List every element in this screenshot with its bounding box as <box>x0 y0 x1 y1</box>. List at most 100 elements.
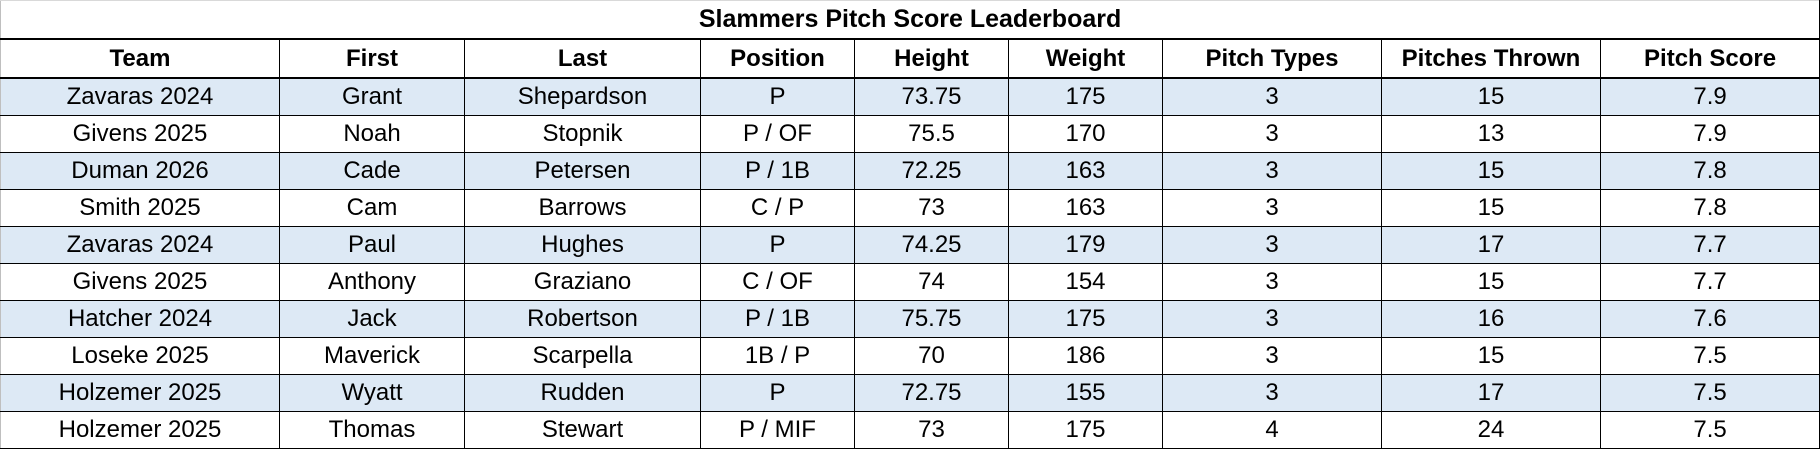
col-header-pitch-score: Pitch Score <box>1599 38 1820 79</box>
table-title: Slammers Pitch Score Leaderboard <box>0 0 1820 40</box>
cell-position: P / 1B <box>700 300 855 338</box>
cell-weight: 170 <box>1008 115 1163 153</box>
cell-first: Grant <box>279 77 465 116</box>
cell-pitch-score: 7.5 <box>1599 411 1820 449</box>
cell-position: P <box>700 226 855 264</box>
cell-pitch-types: 3 <box>1162 77 1382 116</box>
cell-pitch-types: 3 <box>1162 263 1382 301</box>
cell-last: Petersen <box>464 152 701 190</box>
cell-pitch-types: 3 <box>1162 115 1382 153</box>
cell-pitch-score: 7.9 <box>1599 77 1820 116</box>
cell-weight: 175 <box>1008 411 1163 449</box>
cell-first: Jack <box>279 300 465 338</box>
cell-height: 73 <box>854 189 1009 227</box>
cell-team: Duman 2026 <box>0 152 280 190</box>
table-row: Zavaras 2024 Paul Hughes P 74.25 179 3 17 7.7 <box>0 226 1820 264</box>
cell-team: Zavaras 2024 <box>0 77 280 116</box>
cell-weight: 163 <box>1008 152 1163 190</box>
table-row: Zavaras 2024 Grant Shepardson P 73.75 175 3 15 7… <box>0 77 1820 116</box>
cell-pitch-score: 7.7 <box>1599 226 1820 264</box>
title-row: Slammers Pitch Score Leaderboard <box>0 0 1820 40</box>
cell-position: P / MIF <box>700 411 855 449</box>
table-body: Zavaras 2024 Grant Shepardson P 73.75 175 3 15 7… <box>0 77 1820 449</box>
cell-position: P <box>700 77 855 116</box>
cell-pitch-types: 3 <box>1162 152 1382 190</box>
cell-weight: 175 <box>1008 300 1163 338</box>
cell-team: Hatcher 2024 <box>0 300 280 338</box>
table-row: Holzemer 2025 Thomas Stewart P / MIF 73 175 4 2… <box>0 411 1820 449</box>
cell-weight: 155 <box>1008 374 1163 412</box>
leaderboard-table: Slammers Pitch Score Leaderboard Team Fi… <box>0 0 1820 449</box>
col-header-team: Team <box>0 38 280 79</box>
col-header-first: First <box>279 38 465 79</box>
cell-pitches-thrown: 24 <box>1381 411 1601 449</box>
cell-team: Holzemer 2025 <box>0 411 280 449</box>
cell-position: P / OF <box>700 115 855 153</box>
table-row: Givens 2025 Anthony Graziano C / OF 74 154 3 15… <box>0 263 1820 301</box>
col-header-position: Position <box>700 38 855 79</box>
cell-pitch-score: 7.5 <box>1599 374 1820 412</box>
cell-first: Anthony <box>279 263 465 301</box>
table-row: Duman 2026 Cade Petersen P / 1B 72.25 163 3 15 7… <box>0 152 1820 190</box>
cell-first: Thomas <box>279 411 465 449</box>
cell-last: Hughes <box>464 226 701 264</box>
cell-pitch-types: 4 <box>1162 411 1382 449</box>
cell-pitches-thrown: 15 <box>1381 337 1601 375</box>
cell-pitches-thrown: 15 <box>1381 263 1601 301</box>
cell-weight: 154 <box>1008 263 1163 301</box>
cell-height: 73.75 <box>854 77 1009 116</box>
cell-team: Givens 2025 <box>0 115 280 153</box>
cell-position: C / P <box>700 189 855 227</box>
cell-height: 74 <box>854 263 1009 301</box>
cell-position: 1B / P <box>700 337 855 375</box>
cell-last: Stewart <box>464 411 701 449</box>
cell-pitch-score: 7.8 <box>1599 152 1820 190</box>
cell-team: Loseke 2025 <box>0 337 280 375</box>
cell-first: Maverick <box>279 337 465 375</box>
cell-height: 73 <box>854 411 1009 449</box>
cell-weight: 186 <box>1008 337 1163 375</box>
cell-first: Cade <box>279 152 465 190</box>
cell-team: Zavaras 2024 <box>0 226 280 264</box>
header-row: Team First Last Position Height Weight P… <box>0 38 1820 79</box>
cell-pitch-types: 3 <box>1162 226 1382 264</box>
cell-team: Holzemer 2025 <box>0 374 280 412</box>
cell-height: 72.75 <box>854 374 1009 412</box>
table-row: Loseke 2025 Maverick Scarpella 1B / P 70 186 3… <box>0 337 1820 375</box>
cell-last: Rudden <box>464 374 701 412</box>
cell-pitches-thrown: 13 <box>1381 115 1601 153</box>
cell-position: P / 1B <box>700 152 855 190</box>
cell-pitch-types: 3 <box>1162 189 1382 227</box>
cell-pitch-score: 7.8 <box>1599 189 1820 227</box>
cell-pitches-thrown: 15 <box>1381 152 1601 190</box>
cell-height: 75.75 <box>854 300 1009 338</box>
cell-pitches-thrown: 16 <box>1381 300 1601 338</box>
cell-pitch-types: 3 <box>1162 337 1382 375</box>
col-header-pitches-thrown: Pitches Thrown <box>1381 38 1601 79</box>
cell-height: 75.5 <box>854 115 1009 153</box>
cell-position: C / OF <box>700 263 855 301</box>
table-row: Givens 2025 Noah Stopnik P / OF 75.5 170 3 13 7.… <box>0 115 1820 153</box>
cell-last: Scarpella <box>464 337 701 375</box>
cell-weight: 179 <box>1008 226 1163 264</box>
cell-last: Stopnik <box>464 115 701 153</box>
col-header-height: Height <box>854 38 1009 79</box>
cell-pitch-score: 7.6 <box>1599 300 1820 338</box>
cell-pitches-thrown: 15 <box>1381 189 1601 227</box>
cell-first: Wyatt <box>279 374 465 412</box>
cell-team: Smith 2025 <box>0 189 280 227</box>
cell-team: Givens 2025 <box>0 263 280 301</box>
cell-first: Cam <box>279 189 465 227</box>
cell-pitch-types: 3 <box>1162 300 1382 338</box>
cell-position: P <box>700 374 855 412</box>
table-row: Smith 2025 Cam Barrows C / P 73 163 3 15 7.8 <box>0 189 1820 227</box>
cell-first: Noah <box>279 115 465 153</box>
cell-height: 74.25 <box>854 226 1009 264</box>
cell-first: Paul <box>279 226 465 264</box>
cell-pitches-thrown: 17 <box>1381 374 1601 412</box>
col-header-pitch-types: Pitch Types <box>1162 38 1382 79</box>
cell-height: 70 <box>854 337 1009 375</box>
col-header-weight: Weight <box>1008 38 1163 79</box>
col-header-last: Last <box>464 38 701 79</box>
cell-last: Graziano <box>464 263 701 301</box>
